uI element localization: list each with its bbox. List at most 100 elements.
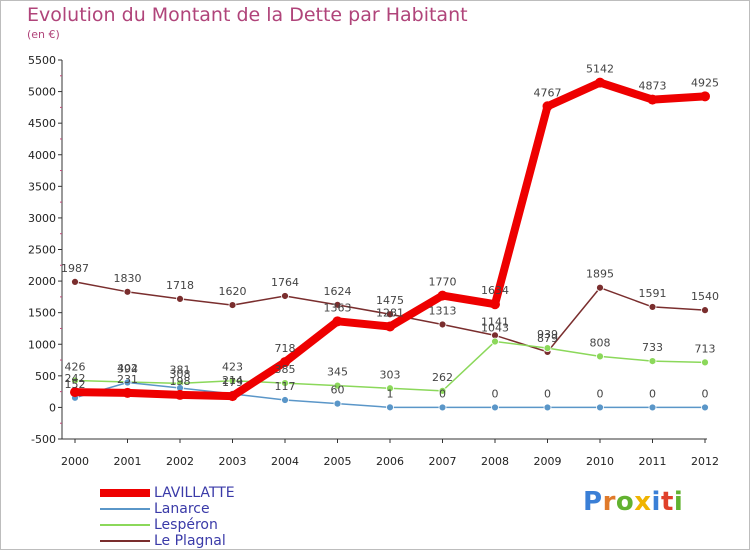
- data-label: 1718: [166, 279, 194, 292]
- data-point: [71, 376, 79, 385]
- data-point: [122, 387, 133, 398]
- data-label: 808: [590, 336, 611, 349]
- data-point: [228, 376, 237, 385]
- x-tick-label: 2000: [61, 455, 89, 468]
- data-label: 345: [327, 366, 348, 379]
- y-tick-label: 2500: [28, 244, 56, 257]
- data-point: [491, 337, 499, 346]
- data-point: [281, 396, 289, 404]
- chart-title: Evolution du Montant de la Dette par Hab…: [27, 4, 468, 26]
- x-tick-label: 2005: [324, 455, 352, 468]
- x-tick-label: 2003: [219, 455, 247, 468]
- data-label: 423: [222, 361, 243, 374]
- x-tick-label: 2009: [534, 455, 562, 468]
- legend-swatch: [100, 489, 150, 497]
- data-point: [648, 403, 657, 412]
- y-tick-label: 1500: [28, 307, 56, 320]
- data-label: 179: [222, 376, 243, 389]
- data-point: [281, 292, 289, 300]
- data-label: 214: [222, 374, 243, 387]
- proxiti-logo: Proxiti: [583, 487, 684, 517]
- data-label: 733: [642, 341, 663, 354]
- line-chart: -500050010001500200025003000350040004500…: [28, 54, 719, 468]
- data-point: [491, 403, 499, 412]
- legend-label: Le Plagnal: [154, 533, 226, 549]
- data-point: [438, 320, 447, 329]
- series-line-lavillatte: [71, 78, 709, 401]
- data-label: 381: [170, 363, 191, 376]
- data-point: [71, 278, 79, 286]
- data-label: 1363: [324, 301, 352, 314]
- data-label: 198: [170, 375, 191, 388]
- data-point: [701, 306, 709, 315]
- data-point: [386, 384, 394, 393]
- y-tick-label: 3000: [28, 212, 56, 225]
- data-label: 1987: [61, 262, 89, 275]
- data-point: [490, 299, 500, 310]
- data-point: [438, 386, 447, 395]
- y-tick-label: 3500: [28, 180, 56, 193]
- data-point: [437, 290, 448, 301]
- data-point: [700, 91, 710, 102]
- data-label: 713: [695, 342, 716, 355]
- data-label: 117: [275, 380, 296, 393]
- data-label: 1: [387, 387, 394, 400]
- data-point: [333, 381, 342, 390]
- x-tick-label: 2006: [376, 455, 404, 468]
- x-tick-label: 2010: [586, 455, 614, 468]
- data-point: [701, 403, 709, 412]
- x-tick-label: 2011: [639, 455, 667, 468]
- data-label: 0: [544, 387, 551, 400]
- data-point: [648, 303, 657, 311]
- data-label: 231: [117, 373, 138, 386]
- y-tick-label: 4000: [28, 149, 56, 162]
- data-label: 879: [537, 332, 558, 345]
- data-label: 1281: [376, 307, 404, 320]
- data-point: [228, 301, 237, 309]
- legend-swatch: [100, 540, 150, 542]
- data-point: [123, 378, 132, 387]
- y-tick-label: 4500: [28, 117, 56, 130]
- data-label: 718: [275, 342, 296, 355]
- data-label: 394: [117, 363, 138, 376]
- data-label: 5142: [586, 63, 614, 76]
- data-point: [596, 283, 604, 292]
- data-label: 0: [439, 387, 446, 400]
- legend-swatch: [100, 524, 150, 526]
- legend-label: Lanarce: [154, 501, 210, 517]
- data-point: [595, 77, 605, 88]
- x-tick-label: 2002: [166, 455, 194, 468]
- legend-label: Lespéron: [154, 517, 218, 533]
- x-tick-label: 2007: [429, 455, 457, 468]
- data-point: [333, 300, 342, 309]
- data-point: [332, 316, 343, 327]
- data-label: 1830: [114, 272, 142, 285]
- data-label: 426: [65, 361, 86, 374]
- data-label: 0: [492, 387, 499, 400]
- data-label: 303: [380, 368, 401, 381]
- data-point: [227, 391, 238, 402]
- data-point: [542, 101, 553, 112]
- data-label: 1141: [481, 315, 509, 328]
- data-label: 0: [649, 387, 656, 400]
- data-label: 4873: [639, 80, 667, 93]
- data-label: 4767: [534, 86, 562, 99]
- data-point: [333, 399, 342, 408]
- legend-swatch: [100, 508, 150, 510]
- data-point: [70, 387, 80, 398]
- chart-subtitle: (en €): [27, 28, 60, 41]
- data-label: 262: [432, 371, 453, 384]
- data-label: 308: [170, 368, 191, 381]
- data-label: 60: [331, 384, 345, 397]
- data-label: 1620: [219, 285, 247, 298]
- data-point: [175, 389, 185, 400]
- x-tick-label: 2001: [114, 455, 142, 468]
- data-label: 1313: [429, 304, 457, 317]
- data-point: [386, 403, 394, 412]
- data-point: [281, 379, 289, 387]
- data-label: 0: [597, 387, 604, 400]
- y-tick-label: 5500: [28, 54, 56, 67]
- x-tick-label: 2008: [481, 455, 509, 468]
- data-label: 1634: [481, 284, 509, 297]
- data-point: [701, 358, 709, 367]
